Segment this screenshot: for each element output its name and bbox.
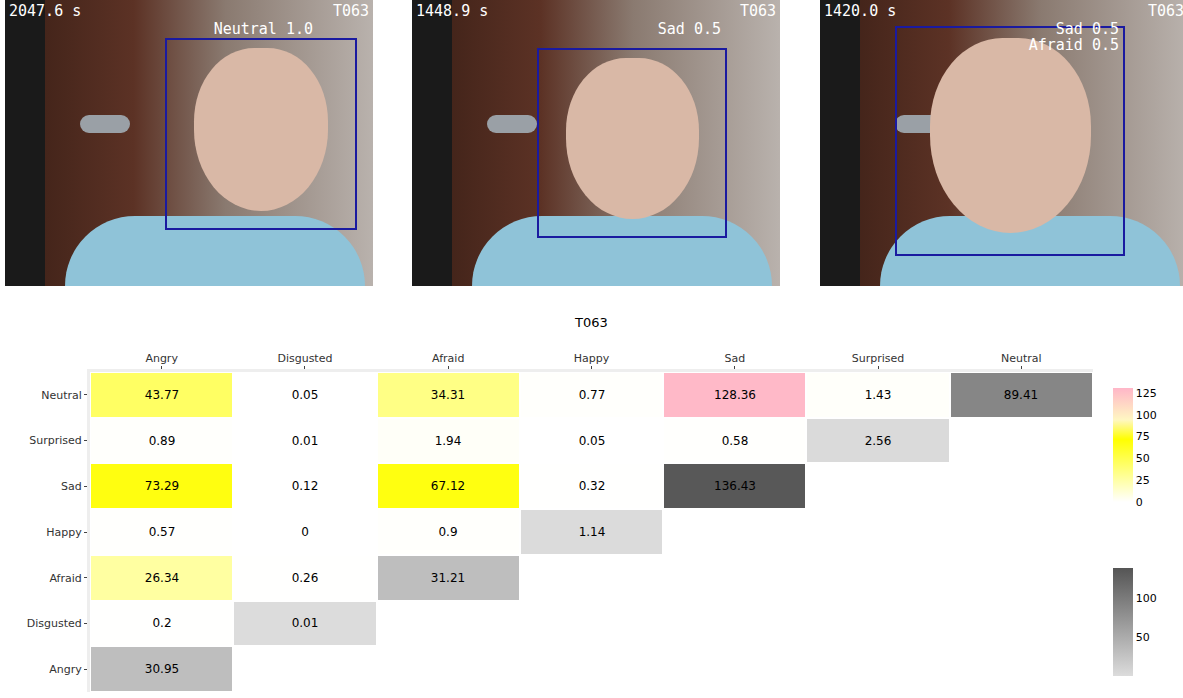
svg-text:30.95: 30.95 <box>145 662 179 676</box>
svg-text:34.31: 34.31 <box>431 388 465 402</box>
svg-text:0.12: 0.12 <box>292 479 319 493</box>
svg-text:2.56: 2.56 <box>865 434 892 448</box>
html-text:Neutral 1.0: Neutral 1.0 <box>213 20 313 38</box>
svg-text:0.9: 0.9 <box>438 525 457 539</box>
svg-text:T063: T063 <box>574 315 608 330</box>
svg-text:0.58: 0.58 <box>722 434 749 448</box>
html-text:T063: T063 <box>1147 2 1183 20</box>
svg-text:67.12: 67.12 <box>431 479 465 493</box>
svg-text:31.21: 31.21 <box>431 571 465 585</box>
svg-text:25: 25 <box>1136 474 1150 487</box>
svg-text:Sad: Sad <box>61 480 82 493</box>
svg-text:1.43: 1.43 <box>865 388 892 402</box>
svg-text:73.29: 73.29 <box>145 479 179 493</box>
svg-text:0.05: 0.05 <box>579 434 606 448</box>
svg-text:0.01: 0.01 <box>292 434 319 448</box>
svg-text:136.43: 136.43 <box>714 479 756 493</box>
svg-text:1.14: 1.14 <box>579 525 606 539</box>
svg-text:Surprised: Surprised <box>852 352 905 365</box>
html-text:T063: T063 <box>739 2 776 20</box>
svg-text:75: 75 <box>1136 430 1150 443</box>
svg-text:Surprised: Surprised <box>29 434 82 447</box>
svg-text:1.94: 1.94 <box>435 434 462 448</box>
svg-text:100: 100 <box>1136 409 1157 422</box>
svg-text:0.32: 0.32 <box>579 479 606 493</box>
svg-text:Disgusted: Disgusted <box>27 617 82 630</box>
html-text:1448.9 s: 1448.9 s <box>416 2 489 20</box>
html-text:2047.6 s: 2047.6 s <box>9 2 82 20</box>
svg-text:Afraid: Afraid <box>432 352 464 365</box>
svg-text:128.36: 128.36 <box>714 388 756 402</box>
svg-text:43.77: 43.77 <box>145 388 179 402</box>
svg-text:125: 125 <box>1136 387 1157 400</box>
svg-text:50: 50 <box>1136 452 1150 465</box>
svg-text:Disgusted: Disgusted <box>277 352 332 365</box>
html-text:Sad 0.5: Sad 0.5 <box>1055 20 1119 38</box>
svg-text:Neutral: Neutral <box>41 389 82 402</box>
svg-text:Neutral: Neutral <box>1001 352 1042 365</box>
html-text:Afraid 0.5: Afraid 0.5 <box>1028 36 1119 54</box>
svg-text:Angry: Angry <box>49 663 82 676</box>
svg-text:Happy: Happy <box>574 352 610 365</box>
svg-text:0: 0 <box>1136 496 1143 509</box>
svg-text:0: 0 <box>301 525 309 539</box>
svg-text:50: 50 <box>1136 631 1150 644</box>
svg-text:0.77: 0.77 <box>579 388 606 402</box>
svg-text:89.41: 89.41 <box>1004 388 1038 402</box>
svg-text:0.57: 0.57 <box>149 525 176 539</box>
svg-text:0.01: 0.01 <box>292 616 319 630</box>
html-text:1420.0 s: 1420.0 s <box>824 2 897 20</box>
svg-text:Sad: Sad <box>724 352 745 365</box>
svg-text:26.34: 26.34 <box>145 571 179 585</box>
svg-text:0.2: 0.2 <box>152 616 171 630</box>
svg-text:Afraid: Afraid <box>49 572 81 585</box>
svg-text:Angry: Angry <box>145 352 178 365</box>
html-text:T063: T063 <box>332 2 369 20</box>
svg-text:0.05: 0.05 <box>292 388 319 402</box>
html-text:Sad 0.5: Sad 0.5 <box>657 20 721 38</box>
svg-text:0.89: 0.89 <box>149 434 176 448</box>
svg-text:100: 100 <box>1136 592 1157 605</box>
svg-text:Happy: Happy <box>46 526 82 539</box>
svg-text:0.26: 0.26 <box>292 571 319 585</box>
